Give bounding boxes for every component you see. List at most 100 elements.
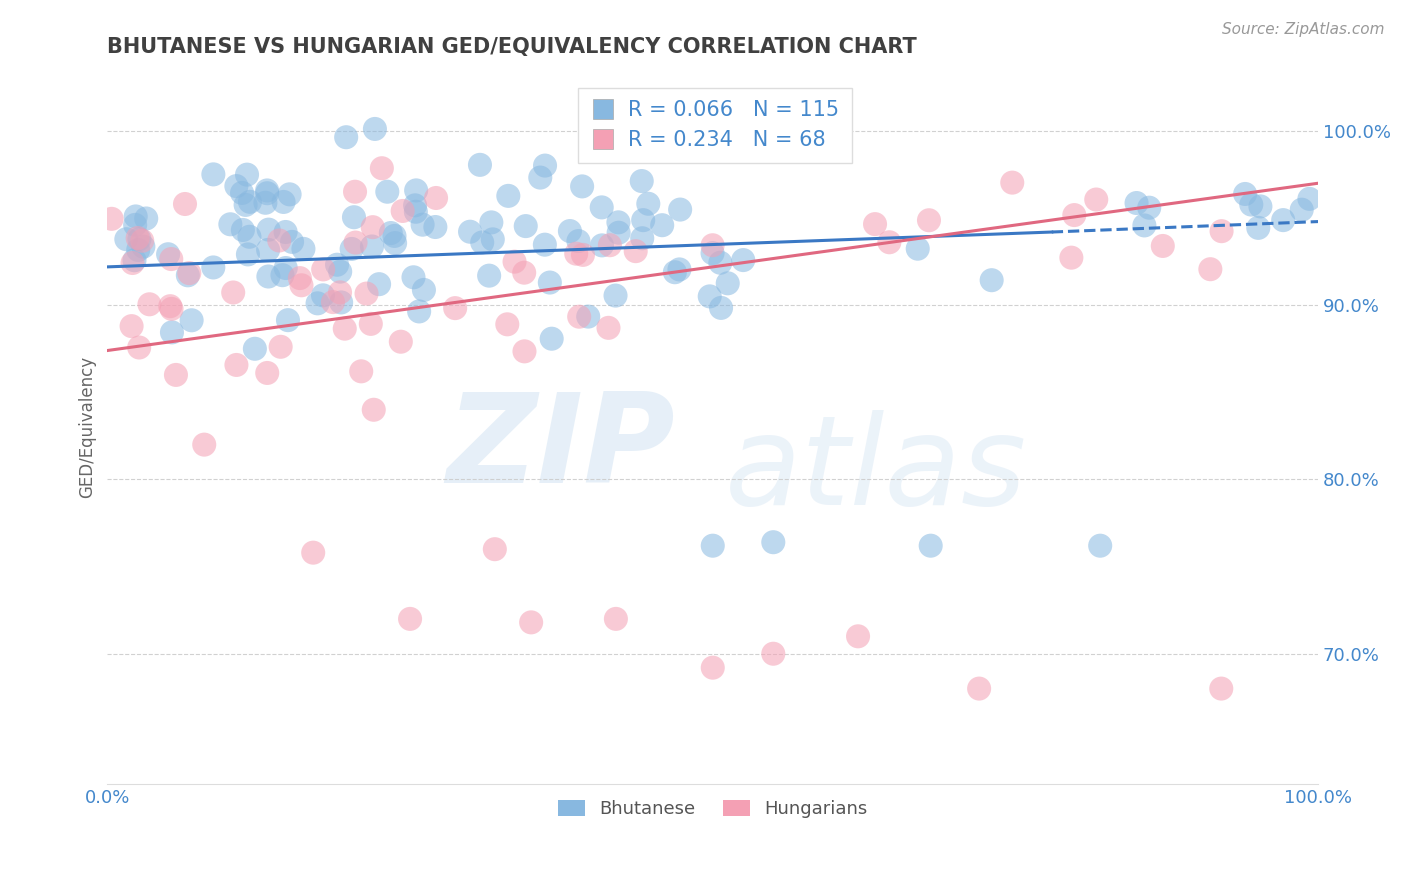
Point (630, 174, 652, 188)
Point (157, 247, 180, 261)
Point (1085, 193, 1108, 207)
Point (312, 262, 335, 277)
Point (219, 217, 242, 231)
Point (651, 218, 673, 232)
Point (515, 219, 537, 233)
Point (918, 213, 941, 227)
Point (702, 238, 724, 252)
Point (343, 211, 366, 225)
Point (598, 321, 620, 335)
Point (405, 183, 427, 197)
Point (567, 234, 589, 248)
Point (576, 310, 599, 324)
Point (307, 296, 329, 310)
Point (361, 220, 384, 235)
Point (115, 232, 138, 246)
Point (344, 185, 367, 199)
Point (274, 260, 297, 275)
Point (402, 270, 425, 285)
Point (384, 235, 406, 250)
Point (274, 225, 297, 239)
Point (513, 344, 536, 359)
Point (330, 295, 353, 310)
Point (534, 237, 557, 252)
Point (637, 196, 659, 211)
Point (121, 256, 143, 270)
Point (124, 218, 146, 232)
Point (478, 268, 501, 283)
Point (277, 313, 299, 327)
Point (312, 288, 335, 302)
Point (540, 332, 562, 346)
Text: Source: ZipAtlas.com: Source: ZipAtlas.com (1222, 22, 1385, 37)
Point (232, 223, 254, 237)
Point (879, 235, 901, 250)
Point (481, 232, 503, 246)
Point (1060, 251, 1083, 265)
Point (702, 539, 724, 553)
Point (326, 258, 349, 272)
Point (1137, 201, 1160, 215)
Text: ZIP: ZIP (446, 388, 675, 509)
Point (225, 358, 247, 372)
Point (1199, 262, 1222, 277)
Point (290, 278, 312, 293)
Point (165, 368, 187, 382)
Point (124, 253, 146, 268)
Point (1152, 239, 1174, 253)
Point (605, 612, 627, 626)
Point (1272, 213, 1295, 227)
Point (607, 215, 630, 229)
Point (538, 276, 561, 290)
Point (1211, 224, 1233, 238)
Point (458, 225, 481, 239)
Point (350, 364, 373, 378)
Point (371, 161, 394, 176)
Point (399, 612, 422, 626)
Point (270, 340, 292, 354)
Point (1133, 219, 1156, 233)
Point (498, 189, 520, 203)
Point (380, 226, 402, 240)
Point (1249, 199, 1271, 213)
Point (222, 285, 245, 300)
Point (565, 246, 588, 260)
Point (607, 226, 630, 240)
Point (269, 234, 291, 248)
Point (344, 235, 367, 250)
Point (239, 194, 262, 209)
Point (138, 297, 160, 311)
Point (572, 248, 595, 262)
Point (631, 213, 654, 227)
Point (1298, 192, 1320, 206)
Point (479, 215, 502, 229)
Point (1125, 196, 1147, 211)
Point (668, 262, 690, 277)
Point (127, 243, 149, 257)
Point (513, 266, 536, 280)
Point (340, 242, 363, 256)
Text: atlas: atlas (725, 409, 1026, 531)
Point (571, 179, 593, 194)
Point (384, 228, 406, 243)
Point (664, 265, 686, 279)
Point (717, 277, 740, 291)
Point (254, 195, 277, 210)
Point (238, 229, 260, 244)
Point (121, 319, 143, 334)
Point (256, 184, 278, 198)
Point (356, 286, 378, 301)
Point (846, 629, 869, 643)
Point (329, 285, 352, 300)
Point (225, 179, 247, 194)
Point (127, 231, 149, 245)
Point (605, 288, 627, 302)
Point (179, 266, 201, 280)
Point (278, 187, 301, 202)
Point (484, 542, 506, 557)
Point (702, 661, 724, 675)
Point (762, 535, 785, 549)
Point (412, 218, 434, 232)
Point (568, 310, 591, 324)
Point (591, 201, 613, 215)
